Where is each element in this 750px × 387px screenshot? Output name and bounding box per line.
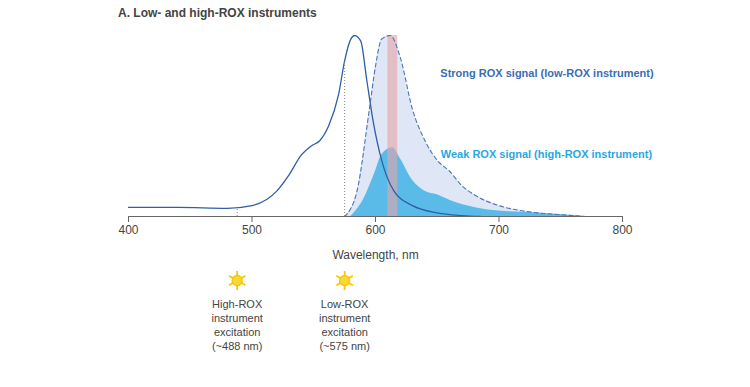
svg-text:Low-ROXinstrumentexcitation(~5: Low-ROXinstrumentexcitation(~575 nm) <box>319 298 370 351</box>
svg-text:Wavelength, nm: Wavelength, nm <box>332 248 418 262</box>
svg-text:500: 500 <box>242 223 262 237</box>
svg-text:High-ROXinstrumentexcitation(~: High-ROXinstrumentexcitation(~488 nm) <box>212 298 263 351</box>
svg-text:700: 700 <box>489 223 509 237</box>
svg-text:800: 800 <box>612 223 632 237</box>
svg-text:400: 400 <box>118 223 138 237</box>
svg-text:600: 600 <box>365 223 385 237</box>
html-text:A. Low- and high-ROX instrumen: A. Low- and high-ROX instruments <box>118 6 317 20</box>
svg-text:Weak ROX signal (high-ROX inst: Weak ROX signal (high-ROX instrument) <box>441 148 653 160</box>
svg-text:Strong ROX signal (low-ROX ins: Strong ROX signal (low-ROX instrument) <box>440 67 654 79</box>
